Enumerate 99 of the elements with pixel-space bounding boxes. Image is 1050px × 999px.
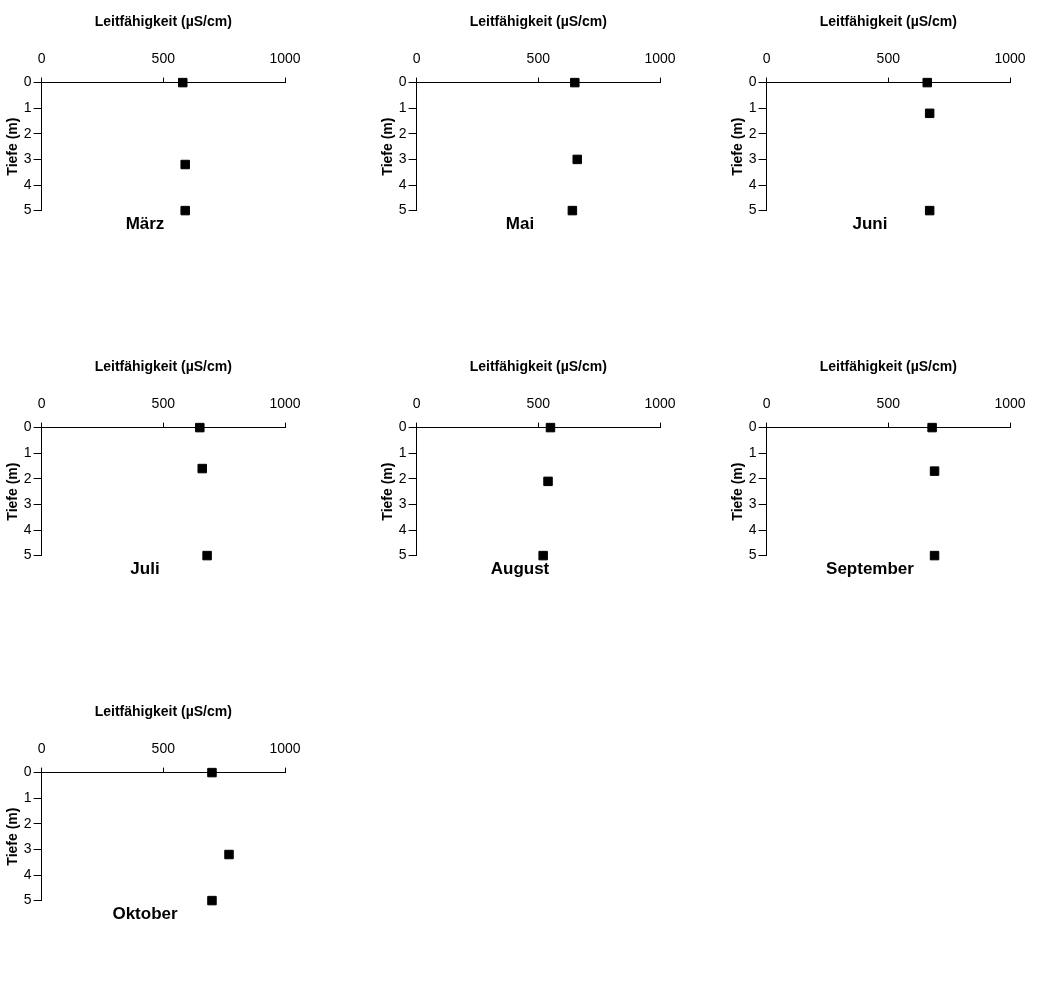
point — [538, 550, 548, 561]
x-axis-title: Leitfähigkeit (µS/cm) — [469, 358, 607, 375]
x-tick-label: 500 — [876, 395, 901, 412]
x-tick-label: 0 — [37, 740, 46, 757]
y-tick-label: 3 — [398, 495, 407, 512]
point — [545, 422, 556, 433]
y-tick-label: 2 — [398, 124, 407, 141]
y-tick-label: 0 — [748, 73, 757, 90]
y-tick-label: 2 — [398, 469, 407, 486]
x-tick-label: 1000 — [269, 50, 301, 67]
point — [929, 466, 940, 476]
text: Oktober — [112, 904, 178, 924]
y-tick-label: 5 — [23, 201, 32, 218]
y-tick-label: 1 — [398, 99, 407, 116]
x-tick-label: 500 — [151, 740, 176, 757]
point — [202, 550, 212, 561]
y-axis-title: Tiefe (m) — [729, 462, 746, 521]
x-axis-title: Leitfähigkeit (µS/cm) — [469, 13, 607, 30]
y-tick-label: 0 — [398, 418, 407, 435]
y-tick-label: 2 — [23, 469, 32, 486]
y-tick-label: 1 — [23, 444, 32, 461]
y-tick-label: 0 — [748, 418, 757, 435]
point — [924, 205, 935, 216]
y-tick-label: 4 — [398, 520, 407, 537]
y-tick-label: 4 — [23, 865, 32, 882]
point — [207, 895, 217, 906]
point — [922, 77, 932, 88]
y-tick-label: 4 — [398, 175, 407, 192]
y-tick-label: 3 — [398, 150, 407, 167]
point — [929, 550, 940, 561]
point — [224, 849, 234, 860]
y-axis-title: Tiefe (m) — [4, 117, 21, 176]
y-axis-title: Tiefe (m) — [4, 807, 21, 866]
x-tick-label: 500 — [876, 50, 901, 67]
y-tick-label: 2 — [23, 124, 32, 141]
point — [543, 476, 553, 487]
y-tick-label: 4 — [748, 520, 757, 537]
x-tick-label: 500 — [526, 50, 551, 67]
y-tick-label: 2 — [748, 124, 757, 141]
y-tick-label: 5 — [398, 546, 407, 563]
x-tick-label: 0 — [37, 50, 46, 67]
y-tick-label: 2 — [23, 814, 32, 831]
x-axis-title: Leitfähigkeit (µS/cm) — [94, 13, 232, 30]
x-tick-label: 0 — [412, 50, 421, 67]
point — [924, 108, 935, 119]
y-tick-label: 3 — [23, 495, 32, 512]
y-tick-label: 5 — [23, 546, 32, 563]
x-tick-label: 500 — [526, 395, 551, 412]
x-tick-label: 1000 — [994, 395, 1026, 412]
x-tick-label: 1000 — [269, 740, 301, 757]
point — [197, 463, 207, 474]
x-axis-title: Leitfähigkeit (µS/cm) — [819, 13, 957, 30]
text: August — [490, 559, 550, 579]
y-axis-title: Tiefe (m) — [379, 117, 396, 176]
x-tick-label: 0 — [37, 395, 46, 412]
text: März — [125, 214, 165, 234]
text: Juli — [130, 559, 160, 579]
x-tick-label: 1000 — [644, 50, 676, 67]
x-tick-label: 1000 — [644, 395, 676, 412]
y-tick-label: 5 — [748, 201, 757, 218]
y-tick-label: 4 — [23, 520, 32, 537]
y-tick-label: 5 — [748, 546, 757, 563]
y-tick-label: 3 — [23, 840, 32, 857]
y-tick-label: 0 — [23, 763, 32, 780]
point — [207, 767, 217, 778]
text: Juni — [852, 214, 888, 234]
y-tick-label: 3 — [23, 150, 32, 167]
point — [195, 422, 205, 433]
x-axis-title: Leitfähigkeit (µS/cm) — [94, 358, 232, 375]
y-tick-label: 2 — [748, 469, 757, 486]
y-tick-label: 5 — [398, 201, 407, 218]
text: Mai — [505, 214, 535, 234]
x-tick-label: 1000 — [269, 395, 301, 412]
x-tick-label: 500 — [151, 395, 176, 412]
y-tick-label: 1 — [748, 99, 757, 116]
x-tick-label: 0 — [412, 395, 421, 412]
x-tick-label: 0 — [762, 395, 771, 412]
y-axis-title: Tiefe (m) — [729, 117, 746, 176]
y-axis-title: Tiefe (m) — [4, 462, 21, 521]
y-tick-label: 1 — [398, 444, 407, 461]
text: September — [826, 559, 915, 579]
y-axis-title: Tiefe (m) — [379, 462, 396, 521]
y-tick-label: 3 — [748, 495, 757, 512]
x-axis-title: Leitfähigkeit (µS/cm) — [819, 358, 957, 375]
y-tick-label: 5 — [23, 891, 32, 908]
y-tick-label: 3 — [748, 150, 757, 167]
y-tick-label: 4 — [748, 175, 757, 192]
y-tick-label: 1 — [23, 99, 32, 116]
x-axis-title: Leitfähigkeit (µS/cm) — [94, 703, 232, 720]
x-tick-label: 1000 — [994, 50, 1026, 67]
y-tick-label: 4 — [23, 175, 32, 192]
point — [927, 422, 937, 433]
y-tick-label: 1 — [23, 789, 32, 806]
x-tick-label: 500 — [151, 50, 176, 67]
y-tick-label: 0 — [23, 418, 32, 435]
y-tick-label: 0 — [398, 73, 407, 90]
x-tick-label: 0 — [762, 50, 771, 67]
y-tick-label: 0 — [23, 73, 32, 90]
y-tick-label: 1 — [748, 444, 757, 461]
